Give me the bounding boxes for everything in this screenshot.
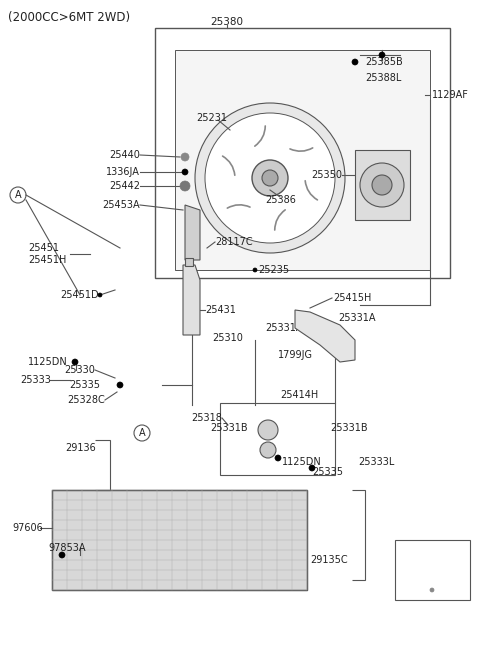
Circle shape — [253, 268, 257, 272]
Polygon shape — [185, 205, 200, 260]
Bar — [220, 403, 335, 475]
Text: 1129AF: 1129AF — [432, 90, 469, 100]
Circle shape — [117, 382, 123, 388]
Circle shape — [379, 52, 385, 58]
Text: 25451: 25451 — [28, 243, 59, 253]
Circle shape — [372, 175, 392, 195]
Text: 25453A: 25453A — [102, 200, 140, 210]
Circle shape — [205, 113, 335, 243]
Text: 25333L: 25333L — [358, 457, 395, 467]
Text: 97853A: 97853A — [48, 543, 85, 553]
Text: 25442: 25442 — [109, 181, 140, 191]
Text: 25335: 25335 — [312, 467, 343, 477]
Circle shape — [98, 293, 102, 297]
Polygon shape — [295, 310, 355, 362]
Text: 97606: 97606 — [12, 523, 43, 533]
Text: 25330: 25330 — [64, 365, 95, 375]
Text: 25231: 25231 — [196, 113, 227, 123]
Text: 25385B: 25385B — [365, 57, 403, 67]
Circle shape — [182, 169, 188, 175]
Text: 1336JA: 1336JA — [106, 167, 140, 177]
Circle shape — [360, 163, 404, 207]
Text: 25350: 25350 — [311, 170, 342, 180]
Text: 25414H: 25414H — [280, 390, 318, 400]
Text: 25310: 25310 — [213, 333, 243, 343]
Text: 29135C: 29135C — [311, 555, 348, 565]
Circle shape — [258, 420, 278, 440]
Text: 1125AD: 1125AD — [412, 550, 452, 560]
Circle shape — [309, 465, 315, 471]
Text: 25380: 25380 — [211, 17, 243, 27]
Text: 25318: 25318 — [191, 413, 222, 423]
Text: 25335: 25335 — [69, 380, 100, 390]
Text: 25386: 25386 — [265, 195, 296, 205]
Text: 29136: 29136 — [65, 443, 96, 453]
Bar — [52, 490, 307, 590]
Circle shape — [10, 187, 26, 203]
Text: 1125DA: 1125DA — [413, 557, 451, 567]
Text: 28117C: 28117C — [215, 237, 252, 247]
Circle shape — [262, 170, 278, 186]
Circle shape — [260, 442, 276, 458]
Bar — [395, 540, 470, 600]
Text: (2000CC>6MT 2WD): (2000CC>6MT 2WD) — [8, 12, 130, 24]
Circle shape — [352, 59, 358, 65]
Text: 25331B: 25331B — [210, 423, 248, 433]
Bar — [175, 50, 430, 270]
Text: 25431: 25431 — [205, 305, 236, 315]
Text: 1125DN: 1125DN — [28, 357, 68, 367]
Circle shape — [181, 153, 189, 161]
Text: 25415H: 25415H — [333, 293, 372, 303]
Text: 25451H: 25451H — [28, 255, 66, 265]
Circle shape — [430, 588, 434, 592]
Text: 1799JG: 1799JG — [278, 350, 313, 360]
Text: 25331A: 25331A — [338, 313, 375, 323]
Text: 25331A: 25331A — [265, 323, 302, 333]
Circle shape — [59, 552, 65, 558]
Text: 25331B: 25331B — [330, 423, 368, 433]
Circle shape — [252, 160, 288, 196]
Circle shape — [180, 181, 190, 191]
Text: 25328C: 25328C — [67, 395, 105, 405]
Circle shape — [275, 455, 281, 461]
Text: A: A — [15, 190, 21, 200]
Text: A: A — [139, 428, 145, 438]
Bar — [155, 28, 450, 278]
Text: 25235: 25235 — [258, 265, 289, 275]
Circle shape — [134, 425, 150, 441]
Text: 25388L: 25388L — [365, 73, 401, 83]
Text: 25440: 25440 — [109, 150, 140, 160]
Bar — [185, 258, 193, 266]
Bar — [355, 150, 410, 220]
Bar — [52, 490, 307, 590]
Polygon shape — [183, 265, 200, 335]
Text: 25333: 25333 — [20, 375, 51, 385]
Text: 25451D: 25451D — [60, 290, 98, 300]
Circle shape — [72, 359, 78, 365]
Circle shape — [195, 103, 345, 253]
Text: 1125DN: 1125DN — [282, 457, 322, 467]
